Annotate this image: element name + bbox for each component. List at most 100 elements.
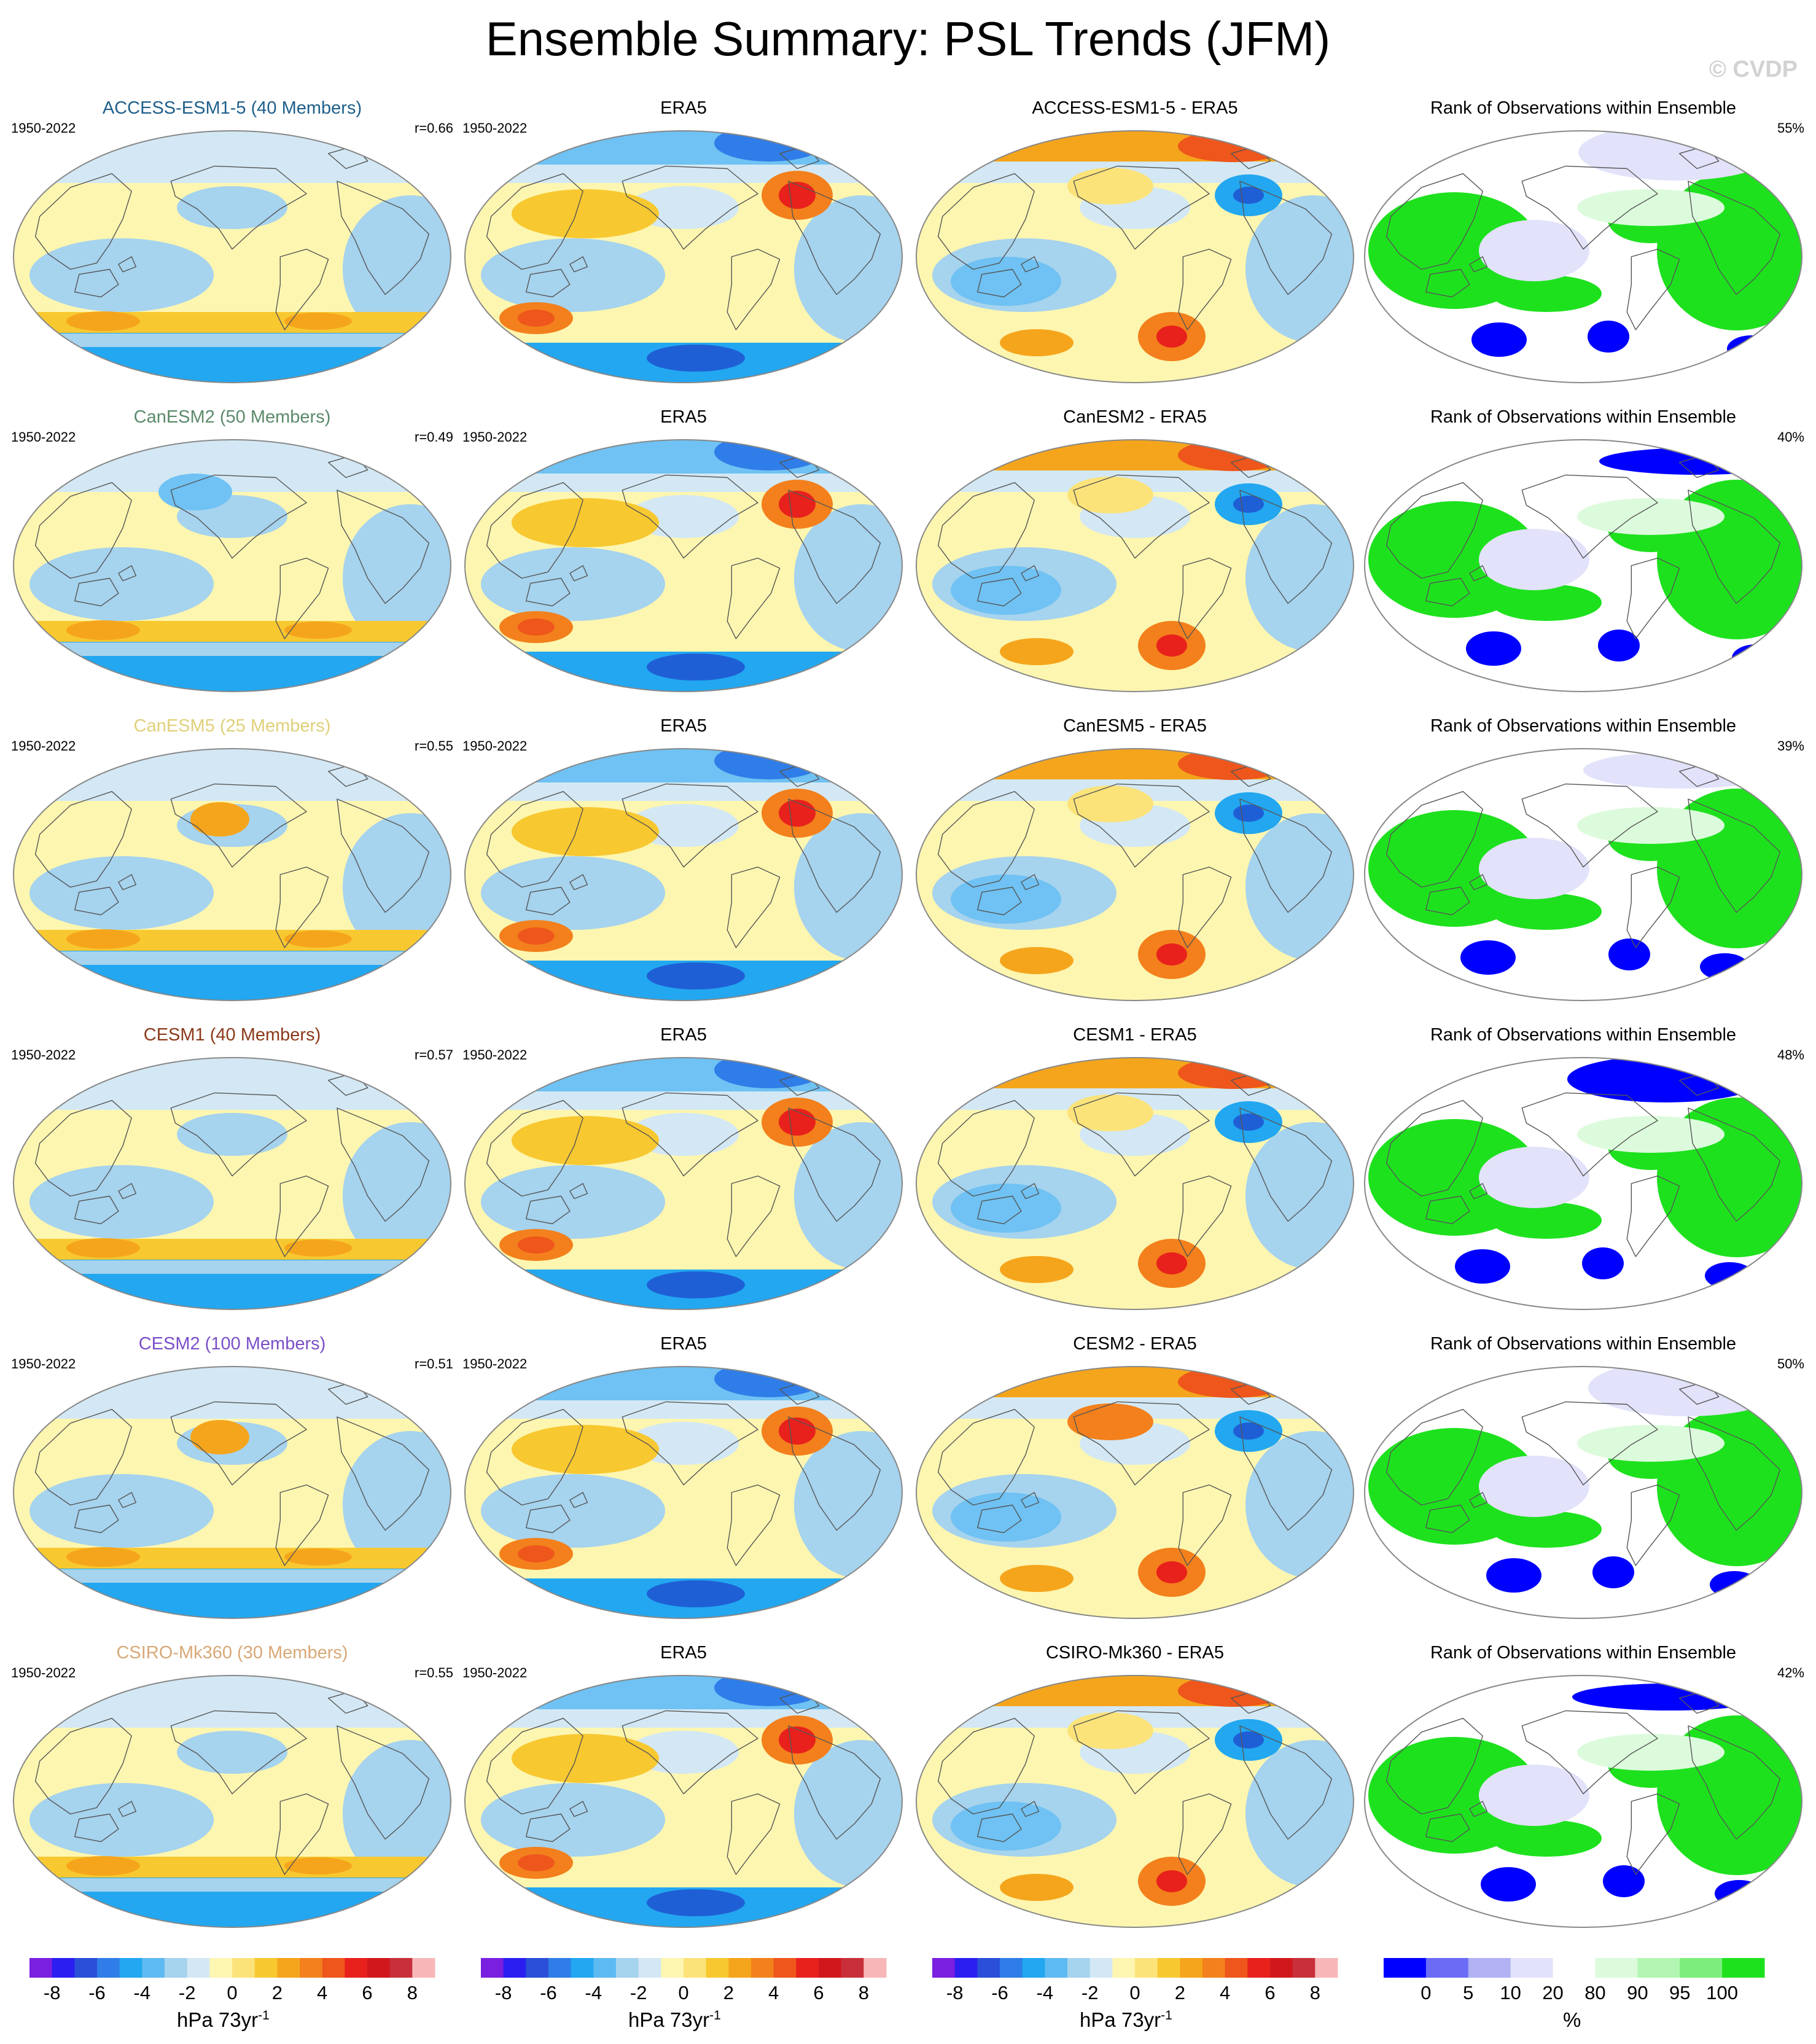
diff-map: [916, 1057, 1354, 1310]
colorbar-tick-label: 80: [1584, 1982, 1605, 2003]
model-panel-title: CESM2 (100 Members): [138, 1334, 326, 1354]
rank-colorbar: 0 5 10 20 80 90 95 100: [1384, 1958, 1765, 2003]
obs-panel-title: ERA5: [660, 1334, 707, 1354]
colorbar-swatch: [1112, 1958, 1136, 1978]
model-map-panel: CanESM2 (50 Members) 1950-2022 r=0.49: [11, 407, 453, 708]
pattern-correlation-label: r=0.51: [415, 1356, 453, 1371]
map-field: [1365, 1058, 1802, 1309]
colorbar-tick-label: 2: [723, 1982, 734, 2003]
map-outline: [464, 130, 903, 383]
diff-map-panel: CanESM2 - ERA5: [914, 407, 1356, 708]
rank-map-panel: Rank of Observations within Ensemble 48%: [1362, 1025, 1804, 1326]
colorbar-swatch: [232, 1958, 255, 1978]
colorbar-tick-label: -6: [88, 1982, 106, 2003]
colorbar-swatch: [1722, 1958, 1765, 1978]
coastlines: [1385, 454, 1781, 639]
colorbar-swatch: [661, 1958, 684, 1978]
coastlines: [34, 763, 430, 948]
map-field: [916, 749, 1354, 1001]
colorbar-tick-label: 2: [272, 1982, 283, 2003]
model-panel-title: CESM1 (40 Members): [143, 1025, 321, 1045]
colorbar-swatch: [1135, 1958, 1158, 1978]
colorbar-swatch: [1089, 1958, 1113, 1978]
colorbar-swatch: [773, 1958, 797, 1978]
obs-panel-title: ERA5: [660, 98, 707, 118]
colorbar-swatch: [616, 1958, 639, 1978]
colorbar-swatch: [74, 1958, 98, 1978]
colorbar-swatch: [1225, 1958, 1248, 1978]
pattern-correlation-label: r=0.66: [415, 120, 453, 136]
colorbar-tick-label: 0: [1420, 1982, 1431, 2003]
cvdp-watermark: © CVDP: [1709, 57, 1798, 82]
map-outline: [464, 1675, 903, 1928]
rank-panel-title: Rank of Observations within Ensemble: [1430, 1334, 1737, 1354]
colorbar-tick-label: 0: [1129, 1982, 1140, 2003]
map-outline: [1364, 439, 1802, 692]
rank-percent-label: 40%: [1777, 429, 1804, 445]
colorbar-tick-label: 8: [407, 1982, 418, 2003]
rank-map: [1364, 1366, 1802, 1619]
rank-panel-title: Rank of Observations within Ensemble: [1430, 1025, 1737, 1045]
colorbar-swatch: [1000, 1958, 1023, 1978]
colorbar-unit-label: hPa 73yr-1: [177, 2008, 270, 2031]
coastlines: [1385, 145, 1781, 330]
period-label: 1950-2022: [462, 120, 528, 136]
diff-map: [916, 748, 1354, 1001]
coastlines: [486, 454, 881, 639]
map-field: [1365, 749, 1802, 1001]
colorbar-swatch: [571, 1958, 594, 1978]
colorbar-swatch: [1180, 1958, 1203, 1978]
colorbar-swatch: [97, 1958, 120, 1978]
colorbar-swatch: [1680, 1958, 1723, 1978]
obs-map-panel: ERA5 1950-2022: [462, 98, 905, 399]
period-label: 1950-2022: [462, 429, 528, 445]
model-map: [13, 130, 451, 383]
obs-panel-title: ERA5: [660, 1643, 707, 1663]
period-label: 1950-2022: [462, 1665, 528, 1680]
colorbar-swatch: [1022, 1958, 1045, 1978]
coastlines: [34, 454, 430, 639]
colorbar-swatch: [526, 1958, 549, 1978]
rank-map: [1364, 1057, 1802, 1310]
model-panel-title: CanESM2 (50 Members): [133, 407, 331, 427]
colorbar-tick-label: 5: [1463, 1982, 1473, 2003]
colorbar-swatch: [638, 1958, 661, 1978]
map-outline: [13, 1366, 451, 1619]
difference-panel-title: CSIRO-Mk360 - ERA5: [1045, 1643, 1225, 1663]
coastlines: [937, 1690, 1333, 1875]
colorbar-swatch: [367, 1958, 391, 1978]
obs-map: [464, 1366, 903, 1619]
colorbar-swatch: [1157, 1958, 1180, 1978]
pattern-correlation-label: r=0.49: [415, 429, 453, 445]
colorbar-tick-label: 6: [362, 1982, 372, 2003]
obs-panel-title: ERA5: [660, 407, 707, 427]
colorbar-swatch: [52, 1958, 75, 1978]
pattern-correlation-label: r=0.57: [415, 1047, 453, 1063]
period-label: 1950-2022: [11, 1665, 76, 1680]
colorbar-swatch: [1468, 1958, 1511, 1978]
diff-map-panel: CESM1 - ERA5: [914, 1025, 1356, 1326]
colorbar-tick-label: -6: [540, 1982, 557, 2003]
map-outline: [1364, 130, 1802, 383]
colorbar-tick-label: 2: [1175, 1982, 1185, 2003]
colorbar-swatch: [684, 1958, 707, 1978]
colorbar-swatch: [1045, 1958, 1068, 1978]
colorbar-swatch: [796, 1958, 819, 1978]
pattern-correlation-label: r=0.55: [415, 1665, 453, 1680]
colorbar-tick-label: 0: [678, 1982, 688, 2003]
period-label: 1950-2022: [11, 1047, 76, 1063]
colorbar-swatch: [1425, 1958, 1469, 1978]
coastlines: [486, 763, 881, 948]
model-map-panel: CanESM5 (25 Members) 1950-2022 r=0.55: [11, 716, 453, 1017]
colorbar-tick-label: 100: [1706, 1982, 1738, 2003]
difference-panel-title: CESM1 - ERA5: [1073, 1025, 1197, 1045]
pattern-correlation-label: r=0.55: [415, 738, 453, 754]
diff-map: [916, 439, 1354, 692]
rank-percent-label: 50%: [1777, 1356, 1804, 1371]
map-field: [465, 131, 902, 383]
colorbar-swatch: [1510, 1958, 1554, 1978]
colorbar-swatch: [1202, 1958, 1226, 1978]
model-panel-title: ACCESS-ESM1-5 (40 Members): [102, 98, 362, 118]
colorbar-swatch: [954, 1958, 978, 1978]
map-field: [1365, 440, 1802, 692]
